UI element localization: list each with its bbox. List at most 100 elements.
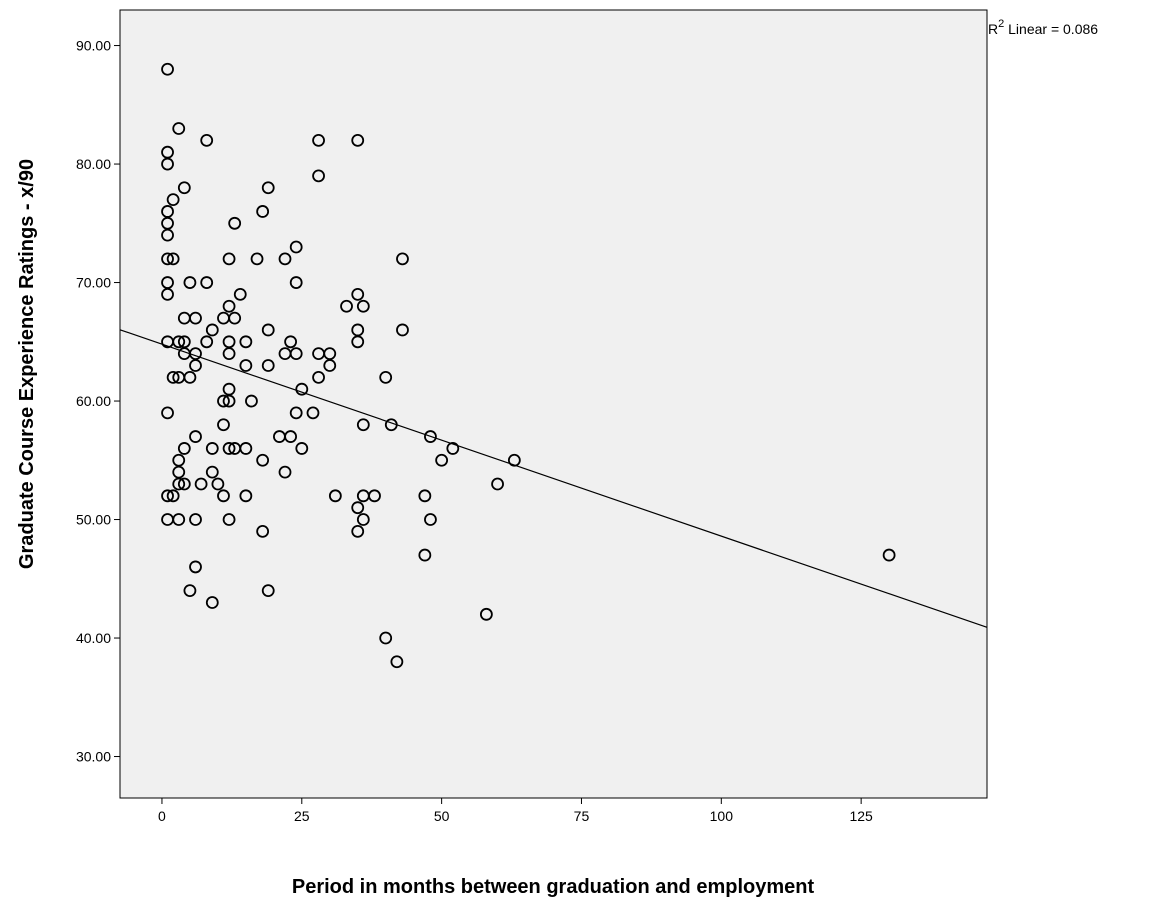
data-point bbox=[396, 323, 409, 337]
data-point bbox=[239, 335, 253, 349]
data-point bbox=[424, 513, 437, 526]
data-point bbox=[172, 335, 186, 349]
data-point bbox=[261, 584, 275, 598]
data-point bbox=[284, 430, 298, 443]
data-point bbox=[390, 655, 404, 669]
data-point bbox=[384, 418, 398, 432]
y-tick-label: 30.00 bbox=[76, 749, 111, 765]
data-point bbox=[166, 489, 180, 503]
data-point bbox=[289, 406, 303, 420]
data-point bbox=[306, 406, 320, 420]
data-point bbox=[289, 276, 303, 289]
y-tick-label: 80.00 bbox=[76, 156, 111, 172]
data-point bbox=[295, 382, 309, 396]
data-point bbox=[172, 513, 186, 526]
data-point bbox=[183, 370, 197, 384]
data-point bbox=[200, 133, 214, 147]
data-point bbox=[356, 513, 370, 526]
data-point bbox=[239, 359, 253, 372]
data-point bbox=[418, 489, 432, 503]
data-point bbox=[396, 252, 409, 266]
data-point bbox=[161, 406, 174, 420]
data-point bbox=[205, 323, 219, 337]
y-tick-label: 90.00 bbox=[76, 38, 111, 54]
data-point bbox=[351, 335, 365, 349]
data-point bbox=[177, 442, 191, 455]
data-point bbox=[323, 359, 337, 372]
data-point bbox=[177, 181, 191, 195]
data-point bbox=[189, 560, 202, 574]
data-point bbox=[222, 442, 236, 455]
plot-area bbox=[119, 9, 988, 799]
data-point bbox=[256, 524, 270, 538]
data-point bbox=[312, 370, 325, 384]
data-point bbox=[189, 311, 202, 325]
data-point bbox=[424, 430, 437, 443]
data-point bbox=[161, 252, 174, 266]
y-axis: 30.00 40.00 50.00 60.00 70.00 80.00 90.00 bbox=[76, 38, 120, 765]
data-point bbox=[161, 489, 174, 503]
data-point bbox=[261, 181, 275, 195]
data-point bbox=[295, 442, 309, 455]
data-point bbox=[183, 276, 197, 289]
y-tick-label: 60.00 bbox=[76, 393, 111, 409]
data-point bbox=[351, 501, 365, 515]
data-point bbox=[882, 548, 896, 562]
data-point bbox=[166, 370, 180, 384]
data-point bbox=[379, 631, 393, 645]
data-point bbox=[161, 228, 174, 242]
y-tick-label: 50.00 bbox=[76, 512, 111, 528]
data-point bbox=[256, 205, 270, 218]
data-point bbox=[479, 607, 493, 621]
data-points bbox=[161, 62, 896, 669]
data-point bbox=[222, 394, 236, 408]
data-point bbox=[446, 442, 460, 455]
data-point bbox=[351, 287, 365, 301]
data-point bbox=[368, 489, 381, 503]
data-point bbox=[356, 299, 370, 313]
data-point bbox=[217, 489, 230, 503]
data-point bbox=[507, 453, 521, 467]
data-point bbox=[222, 299, 236, 313]
data-point bbox=[239, 442, 253, 455]
data-point bbox=[205, 465, 219, 479]
data-point bbox=[217, 418, 230, 432]
data-point bbox=[250, 252, 264, 266]
data-point bbox=[245, 394, 258, 408]
data-point bbox=[278, 465, 292, 479]
data-point bbox=[205, 442, 219, 455]
x-axis-title: Period in months between graduation and … bbox=[292, 876, 815, 898]
data-point bbox=[172, 122, 186, 135]
data-point bbox=[166, 252, 180, 266]
y-axis-title: Graduate Course Experience Ratings - x/9… bbox=[16, 159, 38, 569]
data-point bbox=[356, 418, 370, 432]
data-point bbox=[289, 347, 303, 361]
data-point bbox=[189, 513, 202, 526]
data-point bbox=[222, 347, 236, 361]
x-tick-label: 50 bbox=[434, 808, 450, 824]
data-point bbox=[256, 453, 270, 467]
data-point bbox=[351, 133, 365, 147]
r2-label: R2 Linear = 0.086 bbox=[988, 18, 1098, 37]
data-point bbox=[351, 524, 365, 538]
data-point bbox=[491, 477, 504, 491]
x-tick-label: 75 bbox=[574, 808, 590, 824]
data-point bbox=[379, 370, 393, 384]
data-point bbox=[340, 299, 353, 313]
data-point bbox=[261, 323, 275, 337]
data-point bbox=[435, 453, 449, 467]
data-point bbox=[205, 596, 219, 609]
data-point bbox=[278, 252, 292, 266]
data-point bbox=[177, 477, 191, 491]
data-point bbox=[312, 169, 325, 183]
data-point bbox=[284, 335, 298, 349]
data-point bbox=[228, 216, 242, 230]
data-point bbox=[328, 489, 342, 503]
x-tick-label: 100 bbox=[710, 808, 734, 824]
data-point bbox=[228, 311, 242, 325]
x-axis: 0 25 50 75 100 125 bbox=[158, 798, 873, 824]
data-point bbox=[233, 287, 247, 301]
data-point bbox=[211, 477, 225, 491]
data-point bbox=[261, 359, 275, 372]
